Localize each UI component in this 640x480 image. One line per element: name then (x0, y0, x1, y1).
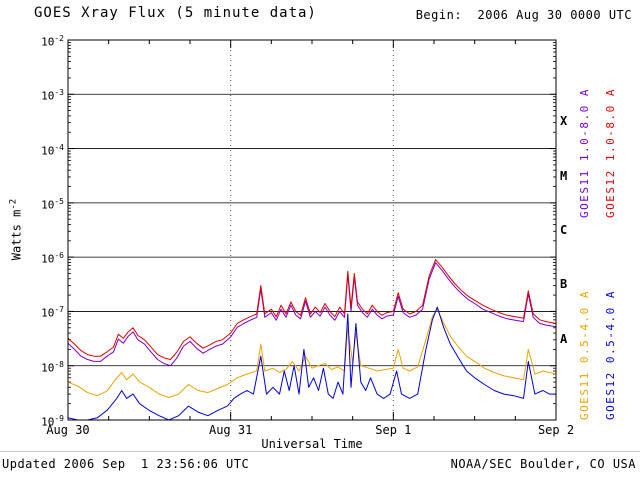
legend-goes11-long-channel: GOES11 1.0-8.0 A (578, 88, 591, 218)
x-tick-label: Sep 2 (537, 423, 575, 437)
y-tick-label: 10-2 (41, 34, 64, 49)
y-tick-label: 10-5 (41, 196, 64, 212)
x-axis-label: Universal Time (261, 437, 363, 451)
y-axis-label: Watts m-2 (9, 180, 24, 280)
x-tick-label: Aug 30 (46, 423, 90, 437)
y-tick-label: 10-7 (41, 305, 64, 321)
y-tick-label: 10-9 (41, 414, 64, 429)
flare-class-label: C (560, 223, 568, 237)
flare-class-label: A (560, 331, 568, 346)
legend-goes12-short-channel: GOES12 0.5-4.0 A (604, 290, 617, 420)
legend-goes12-long-channel: GOES12 1.0-8.0 A (604, 88, 617, 218)
begin-timestamp-label: Begin: 2006 Aug 30 0000 UTC (415, 8, 632, 22)
legend-goes11-short-channel: GOES11 0.5-4.0 A (578, 290, 591, 420)
y-axis-label-text: Watts m (9, 209, 24, 261)
y-tick-label: 10-8 (41, 359, 64, 375)
plot-title: GOES Xray Flux (5 minute data) (34, 5, 317, 21)
y-tick-label: 10-4 (41, 142, 64, 158)
y-axis-label-exponent: -2 (8, 198, 19, 210)
flare-class-label: M (560, 168, 568, 183)
updated-timestamp: Updated 2006 Sep 1 23:56:06 UTC (2, 457, 250, 471)
x-tick-label: Aug 31 (208, 423, 253, 437)
flare-class-label: B (560, 277, 568, 292)
footer-divider (0, 451, 640, 452)
y-tick-label: 10-3 (41, 88, 64, 103)
source-attribution: NOAA/SEC Boulder, CO USA (450, 457, 636, 471)
y-tick-label: 10-6 (41, 251, 64, 266)
flare-class-label: X (560, 114, 568, 129)
x-tick-label: Sep 1 (375, 423, 412, 437)
